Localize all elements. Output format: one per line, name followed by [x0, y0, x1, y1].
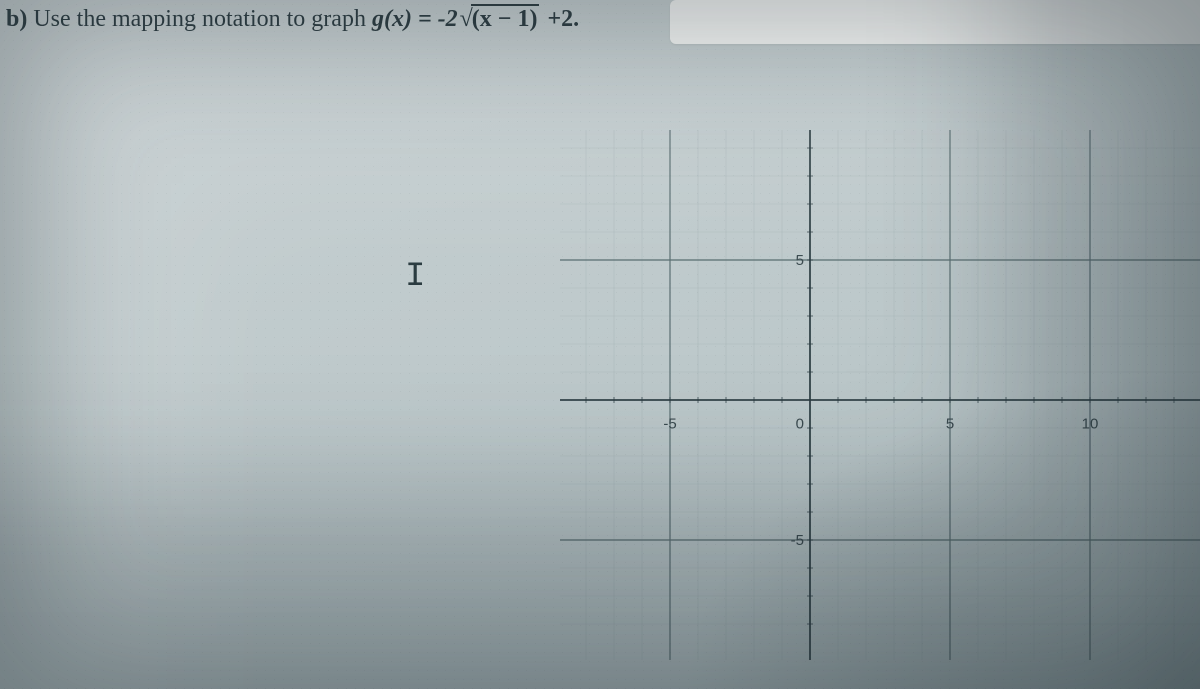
- minor-grid: [560, 130, 1200, 660]
- svg-text:10: 10: [1082, 415, 1099, 432]
- equation: g(x) = -2√(x − 1) +2.: [372, 6, 579, 32]
- svg-text:0: 0: [796, 415, 804, 432]
- question-prompt: b) Use the mapping notation to graph g(x…: [6, 6, 579, 33]
- ibeam-cursor-icon: I: [405, 258, 424, 296]
- tick-labels: -50510105-5: [663, 130, 1098, 549]
- axis-ticks: [586, 148, 1174, 624]
- page: b) Use the mapping notation to graph g(x…: [0, 0, 1200, 689]
- svg-text:-5: -5: [663, 415, 676, 432]
- correction-strip: [670, 0, 1200, 44]
- major-grid: [560, 130, 1200, 660]
- svg-text:-5: -5: [791, 532, 804, 549]
- axes: [560, 130, 1200, 660]
- svg-text:5: 5: [796, 252, 804, 269]
- part-label: b): [6, 6, 27, 32]
- prompt-text: Use the mapping notation to graph: [27, 6, 372, 32]
- sqrt: √(x − 1): [458, 6, 542, 33]
- svg-text:5: 5: [946, 415, 954, 432]
- coordinate-grid: -50510105-5: [560, 130, 1200, 660]
